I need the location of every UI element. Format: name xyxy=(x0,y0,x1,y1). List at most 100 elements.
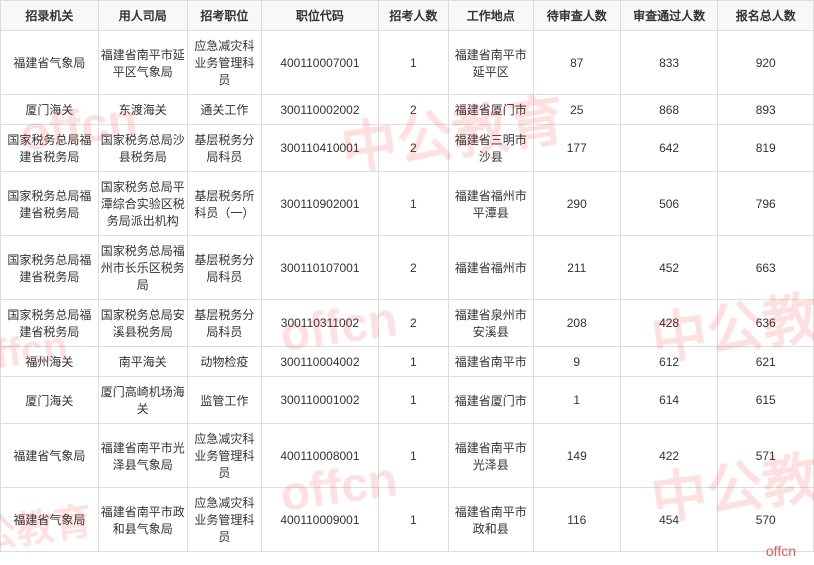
col-header-approved: 审查通过人数 xyxy=(620,1,718,31)
col-header-department: 用人司局 xyxy=(98,1,187,31)
table-cell: 福建省南平市光泽县气象局 xyxy=(98,424,187,488)
table-cell: 应急减灾科业务管理科员 xyxy=(187,488,261,552)
table-cell: 422 xyxy=(620,424,718,488)
table-cell: 300110311002 xyxy=(262,300,379,347)
table-cell: 9 xyxy=(533,347,620,377)
table-cell: 796 xyxy=(718,172,814,236)
table-cell: 东渡海关 xyxy=(98,95,187,125)
table-cell: 1 xyxy=(378,488,448,552)
table-cell: 868 xyxy=(620,95,718,125)
table-cell: 福建省气象局 xyxy=(1,488,99,552)
table-row: 福州海关南平海关动物检疫3001100040021福建省南平市9612621 xyxy=(1,347,814,377)
recruitment-table: 招录机关 用人司局 招考职位 职位代码 招考人数 工作地点 待审查人数 审查通过… xyxy=(0,0,814,552)
table-cell: 614 xyxy=(620,377,718,424)
table-row: 厦门海关东渡海关通关工作3001100020022福建省厦门市25868893 xyxy=(1,95,814,125)
table-row: 国家税务总局福建省税务局国家税务总局安溪县税务局基层税务分局科员30011031… xyxy=(1,300,814,347)
table-cell: 福建省南平市延平区气象局 xyxy=(98,31,187,95)
table-cell: 福建省福州市平潭县 xyxy=(448,172,533,236)
table-cell: 国家税务总局福州市长乐区税务局 xyxy=(98,236,187,300)
table-cell: 452 xyxy=(620,236,718,300)
table-row: 厦门海关厦门高崎机场海关监管工作3001100010021福建省厦门市16146… xyxy=(1,377,814,424)
table-cell: 应急减灾科业务管理科员 xyxy=(187,31,261,95)
table-cell: 211 xyxy=(533,236,620,300)
table-cell: 612 xyxy=(620,347,718,377)
table-cell: 1 xyxy=(378,347,448,377)
table-row: 福建省气象局福建省南平市政和县气象局应急减灾科业务管理科员40011000900… xyxy=(1,488,814,552)
table-cell: 149 xyxy=(533,424,620,488)
table-cell: 300110002002 xyxy=(262,95,379,125)
table-cell: 监管工作 xyxy=(187,377,261,424)
col-header-total: 报名总人数 xyxy=(718,1,814,31)
table-cell: 428 xyxy=(620,300,718,347)
table-cell: 国家税务总局平潭综合实验区税务局派出机构 xyxy=(98,172,187,236)
table-cell: 1 xyxy=(533,377,620,424)
table-cell: 基层税务分局科员 xyxy=(187,300,261,347)
table-header-row: 招录机关 用人司局 招考职位 职位代码 招考人数 工作地点 待审查人数 审查通过… xyxy=(1,1,814,31)
table-row: 国家税务总局福建省税务局国家税务总局沙县税务局基层税务分局科员300110410… xyxy=(1,125,814,172)
table-cell: 2 xyxy=(378,300,448,347)
table-cell: 1 xyxy=(378,424,448,488)
col-header-location: 工作地点 xyxy=(448,1,533,31)
table-body: 福建省气象局福建省南平市延平区气象局应急减灾科业务管理科员40011000700… xyxy=(1,31,814,552)
table-cell: 615 xyxy=(718,377,814,424)
table-cell: 国家税务总局福建省税务局 xyxy=(1,125,99,172)
table-cell: 福建省厦门市 xyxy=(448,95,533,125)
table-cell: 厦门海关 xyxy=(1,377,99,424)
table-cell: 1 xyxy=(378,377,448,424)
table-cell: 920 xyxy=(718,31,814,95)
table-cell: 福建省气象局 xyxy=(1,31,99,95)
table-cell: 663 xyxy=(718,236,814,300)
table-cell: 福建省南平市 xyxy=(448,347,533,377)
table-cell: 福建省南平市光泽县 xyxy=(448,424,533,488)
table-row: 福建省气象局福建省南平市光泽县气象局应急减灾科业务管理科员40011000800… xyxy=(1,424,814,488)
table-cell: 国家税务总局福建省税务局 xyxy=(1,172,99,236)
table-cell: 454 xyxy=(620,488,718,552)
col-header-code: 职位代码 xyxy=(262,1,379,31)
col-header-position: 招考职位 xyxy=(187,1,261,31)
table-cell: 国家税务总局沙县税务局 xyxy=(98,125,187,172)
table-cell: 177 xyxy=(533,125,620,172)
table-cell: 300110410001 xyxy=(262,125,379,172)
table-cell: 25 xyxy=(533,95,620,125)
table-cell: 116 xyxy=(533,488,620,552)
table-cell: 893 xyxy=(718,95,814,125)
table-cell: 福建省三明市沙县 xyxy=(448,125,533,172)
table-cell: 福建省南平市政和县气象局 xyxy=(98,488,187,552)
table-cell: 300110902001 xyxy=(262,172,379,236)
table-cell: 福建省福州市 xyxy=(448,236,533,300)
table-cell: 2 xyxy=(378,95,448,125)
table-cell: 通关工作 xyxy=(187,95,261,125)
table-cell: 300110004002 xyxy=(262,347,379,377)
table-cell: 87 xyxy=(533,31,620,95)
table-cell: 2 xyxy=(378,125,448,172)
table-cell: 400110007001 xyxy=(262,31,379,95)
table-cell: 国家税务总局福建省税务局 xyxy=(1,300,99,347)
table-cell: 国家税务总局安溪县税务局 xyxy=(98,300,187,347)
table-cell: 福建省泉州市安溪县 xyxy=(448,300,533,347)
table-cell: 300110107001 xyxy=(262,236,379,300)
table-cell: 400110008001 xyxy=(262,424,379,488)
table-cell: 基层税务分局科员 xyxy=(187,236,261,300)
table-cell: 819 xyxy=(718,125,814,172)
table-cell: 400110009001 xyxy=(262,488,379,552)
table-cell: 2 xyxy=(378,236,448,300)
table-cell: 208 xyxy=(533,300,620,347)
table-cell: 厦门高崎机场海关 xyxy=(98,377,187,424)
table-cell: 福州海关 xyxy=(1,347,99,377)
table-cell: 570 xyxy=(718,488,814,552)
table-cell: 636 xyxy=(718,300,814,347)
col-header-pending: 待审查人数 xyxy=(533,1,620,31)
table-cell: 1 xyxy=(378,31,448,95)
table-cell: 642 xyxy=(620,125,718,172)
table-cell: 571 xyxy=(718,424,814,488)
table-cell: 福建省南平市政和县 xyxy=(448,488,533,552)
table-cell: 833 xyxy=(620,31,718,95)
table-cell: 应急减灾科业务管理科员 xyxy=(187,424,261,488)
table-cell: 国家税务总局福建省税务局 xyxy=(1,236,99,300)
table-row: 福建省气象局福建省南平市延平区气象局应急减灾科业务管理科员40011000700… xyxy=(1,31,814,95)
table-cell: 1 xyxy=(378,172,448,236)
table-cell: 基层税务分局科员 xyxy=(187,125,261,172)
col-header-agency: 招录机关 xyxy=(1,1,99,31)
table-cell: 南平海关 xyxy=(98,347,187,377)
table-cell: 动物检疫 xyxy=(187,347,261,377)
